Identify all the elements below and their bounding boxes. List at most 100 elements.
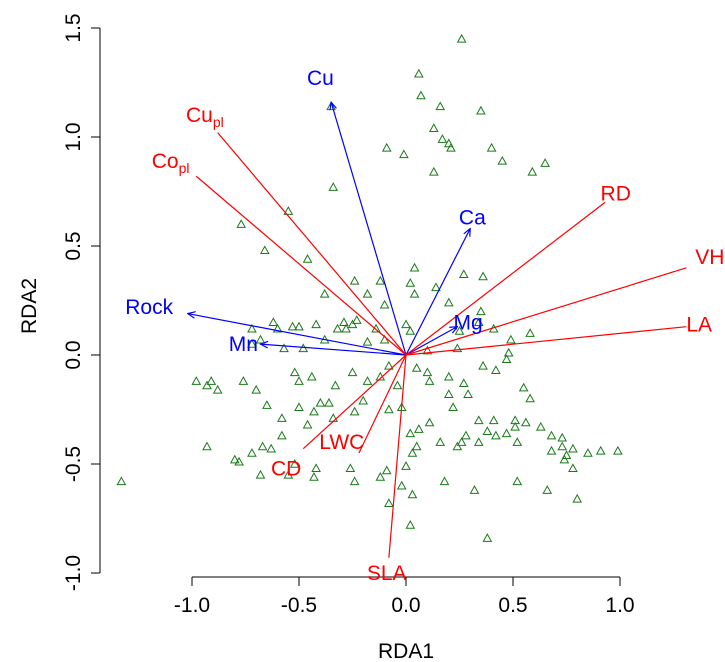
data-point bbox=[405, 520, 416, 529]
data-point bbox=[424, 417, 435, 427]
data-point bbox=[238, 376, 249, 385]
data-point bbox=[255, 469, 266, 479]
data-point bbox=[473, 415, 484, 425]
data-point bbox=[294, 402, 304, 412]
data-point bbox=[247, 323, 257, 333]
y-tick-label: 1.0 bbox=[62, 122, 85, 151]
data-point bbox=[424, 376, 435, 385]
data-point bbox=[384, 498, 394, 507]
data-point bbox=[463, 389, 473, 398]
vector-label-rock: Rock bbox=[125, 296, 173, 319]
data-point bbox=[302, 254, 313, 263]
data-point bbox=[413, 424, 424, 433]
data-point bbox=[506, 334, 516, 344]
y-tick-label: -1.0 bbox=[62, 555, 85, 591]
data-point bbox=[311, 463, 321, 473]
data-point bbox=[392, 380, 403, 390]
data-point bbox=[272, 323, 283, 333]
data-point bbox=[309, 472, 319, 481]
vector-label-rd: RD bbox=[601, 183, 631, 206]
data-point bbox=[510, 421, 520, 431]
data-point bbox=[328, 182, 339, 191]
data-point bbox=[268, 317, 279, 326]
data-point bbox=[491, 430, 501, 440]
data-point bbox=[559, 454, 570, 464]
data-point bbox=[277, 430, 287, 440]
vector-cupl bbox=[217, 132, 407, 356]
vector-label-copl: Copl bbox=[152, 150, 190, 176]
data-point bbox=[277, 413, 287, 422]
data-point bbox=[452, 441, 463, 451]
vector-label-sla: SLA bbox=[367, 562, 407, 585]
data-point bbox=[339, 317, 349, 326]
data-point bbox=[347, 367, 358, 377]
data-point bbox=[351, 315, 362, 324]
data-point bbox=[319, 288, 330, 298]
y-axis-title: RDA2 bbox=[18, 278, 41, 334]
data-point bbox=[324, 397, 334, 407]
data-point bbox=[557, 432, 568, 442]
data-point bbox=[456, 437, 467, 446]
x-axis: -1.0 -0.5 0.0 0.5 1.0 bbox=[174, 576, 635, 617]
data-point bbox=[407, 448, 418, 457]
x-tick-label: -0.5 bbox=[281, 594, 317, 617]
data-point bbox=[431, 282, 441, 292]
data-point bbox=[583, 448, 593, 457]
data-point bbox=[478, 271, 488, 281]
data-point bbox=[251, 384, 262, 394]
data-point bbox=[473, 317, 484, 326]
data-point bbox=[371, 323, 381, 333]
data-point bbox=[349, 406, 360, 416]
data-point bbox=[518, 382, 529, 392]
data-point bbox=[439, 476, 450, 486]
data-point bbox=[557, 441, 568, 451]
data-point bbox=[381, 142, 392, 152]
y-tick-label: 0.0 bbox=[62, 340, 85, 369]
data-point bbox=[422, 345, 433, 355]
data-point bbox=[362, 288, 373, 298]
data-point bbox=[527, 166, 538, 176]
data-point bbox=[435, 101, 446, 111]
data-point bbox=[501, 354, 512, 364]
data-point bbox=[491, 365, 501, 374]
data-point bbox=[384, 360, 394, 370]
vector-label-mg: Mg bbox=[453, 311, 482, 334]
data-point bbox=[540, 158, 550, 167]
data-point bbox=[309, 406, 319, 416]
data-point bbox=[379, 334, 390, 344]
data-point bbox=[497, 155, 508, 165]
data-point bbox=[396, 480, 407, 490]
data-point bbox=[287, 321, 298, 331]
data-point bbox=[416, 90, 426, 100]
data-point bbox=[375, 275, 386, 285]
data-point bbox=[411, 363, 422, 372]
vector-lwc bbox=[358, 354, 407, 454]
data-point bbox=[349, 275, 360, 285]
vector-rock bbox=[188, 314, 407, 356]
data-point bbox=[234, 456, 244, 466]
data-point bbox=[401, 461, 411, 470]
data-point bbox=[443, 297, 454, 307]
data-point bbox=[407, 489, 418, 499]
vector-mg bbox=[405, 327, 457, 356]
vector-label-cu: Cu bbox=[307, 67, 334, 90]
data-point bbox=[488, 415, 499, 425]
data-point bbox=[202, 380, 212, 390]
data-point bbox=[443, 389, 454, 398]
vector-cu bbox=[331, 102, 407, 356]
x-tick-label: -1.0 bbox=[174, 594, 210, 617]
data-point bbox=[486, 142, 497, 152]
data-point bbox=[405, 428, 416, 438]
data-point bbox=[428, 123, 439, 132]
data-point bbox=[306, 371, 317, 381]
data-point bbox=[247, 339, 257, 348]
data-point bbox=[413, 68, 424, 78]
data-point bbox=[512, 476, 523, 486]
vector-cd bbox=[302, 354, 407, 450]
data-point bbox=[191, 376, 202, 385]
data-point bbox=[435, 437, 446, 446]
data-point bbox=[384, 404, 394, 414]
data-point bbox=[262, 400, 272, 409]
vector-la bbox=[405, 326, 687, 356]
